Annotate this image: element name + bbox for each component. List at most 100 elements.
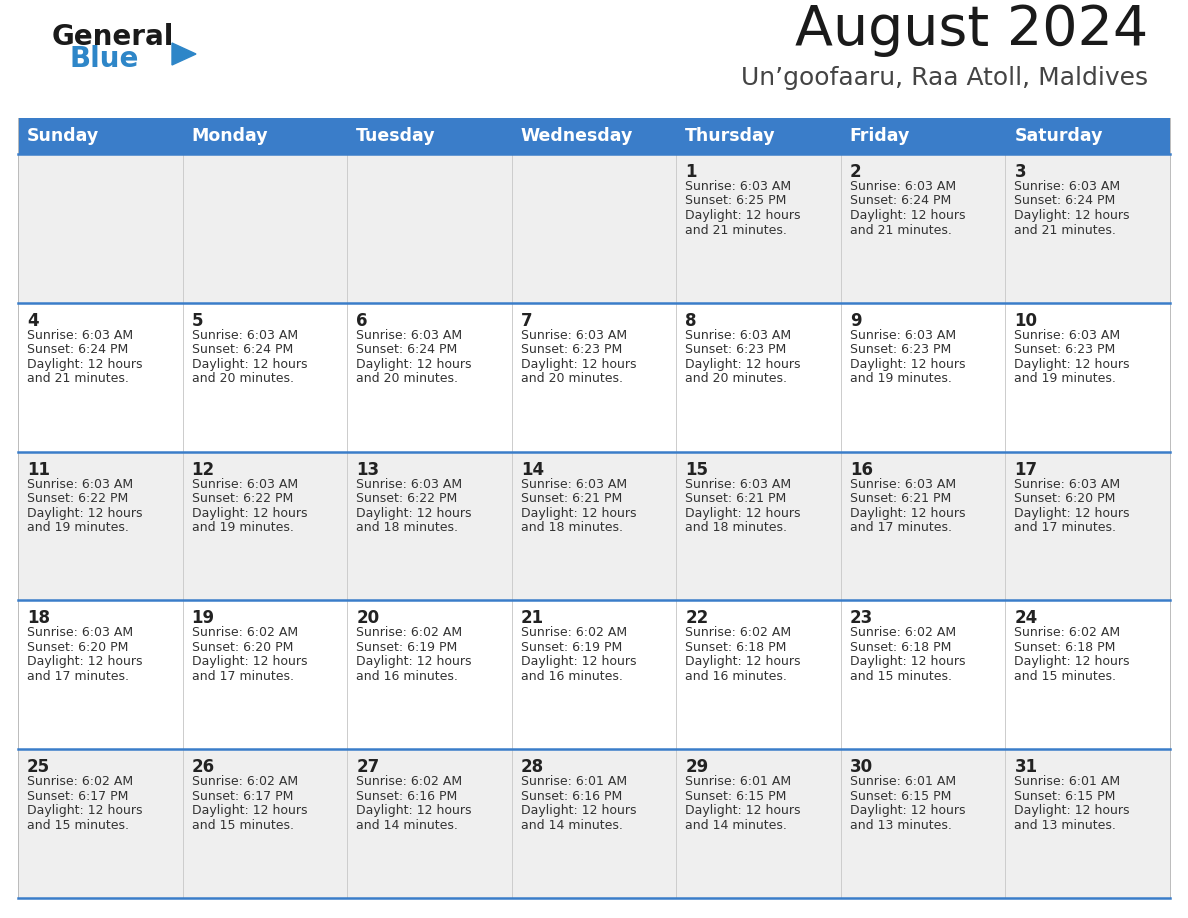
Bar xyxy=(347,118,512,154)
Text: Sunrise: 6:01 AM: Sunrise: 6:01 AM xyxy=(1015,775,1120,789)
Text: and 21 minutes.: and 21 minutes. xyxy=(1015,223,1117,237)
Text: and 15 minutes.: and 15 minutes. xyxy=(191,819,293,832)
Text: Sunrise: 6:02 AM: Sunrise: 6:02 AM xyxy=(356,775,462,789)
Text: Daylight: 12 hours: Daylight: 12 hours xyxy=(1015,209,1130,222)
Text: 27: 27 xyxy=(356,758,379,777)
Text: Sunrise: 6:01 AM: Sunrise: 6:01 AM xyxy=(520,775,627,789)
Text: 16: 16 xyxy=(849,461,873,478)
Text: Sunset: 6:15 PM: Sunset: 6:15 PM xyxy=(849,789,952,802)
Text: Sunrise: 6:03 AM: Sunrise: 6:03 AM xyxy=(356,329,462,341)
Bar xyxy=(1005,118,1170,154)
Text: Sunrise: 6:03 AM: Sunrise: 6:03 AM xyxy=(520,329,627,341)
Text: 25: 25 xyxy=(27,758,50,777)
Text: and 20 minutes.: and 20 minutes. xyxy=(356,373,459,386)
Text: Sunrise: 6:02 AM: Sunrise: 6:02 AM xyxy=(685,626,791,640)
Text: and 15 minutes.: and 15 minutes. xyxy=(1015,670,1117,683)
Text: and 18 minutes.: and 18 minutes. xyxy=(520,521,623,534)
Text: Sunset: 6:24 PM: Sunset: 6:24 PM xyxy=(1015,195,1116,207)
Text: Sunrise: 6:01 AM: Sunrise: 6:01 AM xyxy=(849,775,956,789)
Text: and 16 minutes.: and 16 minutes. xyxy=(356,670,459,683)
Text: Sunday: Sunday xyxy=(27,127,100,145)
Text: Sunrise: 6:03 AM: Sunrise: 6:03 AM xyxy=(1015,180,1120,193)
Bar xyxy=(183,118,347,154)
Text: Sunrise: 6:01 AM: Sunrise: 6:01 AM xyxy=(685,775,791,789)
Text: Sunrise: 6:03 AM: Sunrise: 6:03 AM xyxy=(356,477,462,490)
Bar xyxy=(18,600,1170,749)
Text: and 17 minutes.: and 17 minutes. xyxy=(27,670,129,683)
Text: Daylight: 12 hours: Daylight: 12 hours xyxy=(27,358,143,371)
Text: 11: 11 xyxy=(27,461,50,478)
Text: 29: 29 xyxy=(685,758,708,777)
Text: and 21 minutes.: and 21 minutes. xyxy=(685,223,788,237)
Text: Sunrise: 6:02 AM: Sunrise: 6:02 AM xyxy=(27,775,133,789)
Text: and 17 minutes.: and 17 minutes. xyxy=(1015,521,1117,534)
Text: Daylight: 12 hours: Daylight: 12 hours xyxy=(27,655,143,668)
Text: Sunset: 6:17 PM: Sunset: 6:17 PM xyxy=(191,789,293,802)
Text: Daylight: 12 hours: Daylight: 12 hours xyxy=(520,804,637,817)
Text: Daylight: 12 hours: Daylight: 12 hours xyxy=(685,655,801,668)
Text: Sunset: 6:25 PM: Sunset: 6:25 PM xyxy=(685,195,786,207)
Text: Sunrise: 6:02 AM: Sunrise: 6:02 AM xyxy=(191,626,298,640)
Text: Sunset: 6:21 PM: Sunset: 6:21 PM xyxy=(685,492,786,505)
Text: Saturday: Saturday xyxy=(1015,127,1102,145)
Text: Daylight: 12 hours: Daylight: 12 hours xyxy=(520,655,637,668)
Text: Daylight: 12 hours: Daylight: 12 hours xyxy=(1015,655,1130,668)
Text: Sunrise: 6:02 AM: Sunrise: 6:02 AM xyxy=(356,626,462,640)
Text: and 20 minutes.: and 20 minutes. xyxy=(191,373,293,386)
Text: Daylight: 12 hours: Daylight: 12 hours xyxy=(1015,804,1130,817)
Text: 20: 20 xyxy=(356,610,379,627)
Text: Daylight: 12 hours: Daylight: 12 hours xyxy=(191,804,307,817)
Text: Daylight: 12 hours: Daylight: 12 hours xyxy=(356,358,472,371)
Text: 4: 4 xyxy=(27,312,39,330)
Text: and 14 minutes.: and 14 minutes. xyxy=(356,819,459,832)
Text: Sunset: 6:21 PM: Sunset: 6:21 PM xyxy=(849,492,952,505)
Text: and 20 minutes.: and 20 minutes. xyxy=(520,373,623,386)
Text: Daylight: 12 hours: Daylight: 12 hours xyxy=(191,655,307,668)
Bar xyxy=(18,452,1170,600)
Text: and 13 minutes.: and 13 minutes. xyxy=(849,819,952,832)
Text: Daylight: 12 hours: Daylight: 12 hours xyxy=(685,209,801,222)
Text: Sunset: 6:17 PM: Sunset: 6:17 PM xyxy=(27,789,128,802)
Text: 7: 7 xyxy=(520,312,532,330)
Text: 13: 13 xyxy=(356,461,379,478)
Text: Daylight: 12 hours: Daylight: 12 hours xyxy=(849,804,966,817)
Text: 26: 26 xyxy=(191,758,215,777)
Text: Friday: Friday xyxy=(849,127,910,145)
Text: 22: 22 xyxy=(685,610,708,627)
Text: Sunrise: 6:03 AM: Sunrise: 6:03 AM xyxy=(685,329,791,341)
Text: Sunset: 6:23 PM: Sunset: 6:23 PM xyxy=(685,343,786,356)
Bar xyxy=(18,749,1170,898)
Bar xyxy=(18,154,1170,303)
Text: Sunset: 6:15 PM: Sunset: 6:15 PM xyxy=(685,789,786,802)
Text: and 14 minutes.: and 14 minutes. xyxy=(520,819,623,832)
Text: Sunset: 6:24 PM: Sunset: 6:24 PM xyxy=(356,343,457,356)
Text: Wednesday: Wednesday xyxy=(520,127,633,145)
Text: and 19 minutes.: and 19 minutes. xyxy=(27,521,128,534)
Text: Daylight: 12 hours: Daylight: 12 hours xyxy=(191,507,307,520)
Text: and 21 minutes.: and 21 minutes. xyxy=(27,373,128,386)
Text: Daylight: 12 hours: Daylight: 12 hours xyxy=(356,655,472,668)
Text: Daylight: 12 hours: Daylight: 12 hours xyxy=(356,507,472,520)
Text: Sunset: 6:22 PM: Sunset: 6:22 PM xyxy=(356,492,457,505)
Bar xyxy=(18,303,1170,452)
Text: 9: 9 xyxy=(849,312,861,330)
Text: Sunrise: 6:03 AM: Sunrise: 6:03 AM xyxy=(520,477,627,490)
Text: Sunset: 6:18 PM: Sunset: 6:18 PM xyxy=(849,641,952,654)
Text: Sunset: 6:23 PM: Sunset: 6:23 PM xyxy=(520,343,623,356)
Text: 24: 24 xyxy=(1015,610,1037,627)
Text: Daylight: 12 hours: Daylight: 12 hours xyxy=(849,358,966,371)
Text: Blue: Blue xyxy=(70,45,139,73)
Text: Daylight: 12 hours: Daylight: 12 hours xyxy=(27,804,143,817)
Text: Daylight: 12 hours: Daylight: 12 hours xyxy=(849,209,966,222)
Text: 2: 2 xyxy=(849,163,861,181)
Text: and 16 minutes.: and 16 minutes. xyxy=(520,670,623,683)
Text: Daylight: 12 hours: Daylight: 12 hours xyxy=(685,507,801,520)
Text: Sunset: 6:21 PM: Sunset: 6:21 PM xyxy=(520,492,623,505)
Text: 30: 30 xyxy=(849,758,873,777)
Bar xyxy=(676,118,841,154)
Text: Thursday: Thursday xyxy=(685,127,776,145)
Text: Sunset: 6:22 PM: Sunset: 6:22 PM xyxy=(191,492,292,505)
Text: 8: 8 xyxy=(685,312,697,330)
Text: 1: 1 xyxy=(685,163,697,181)
Text: and 20 minutes.: and 20 minutes. xyxy=(685,373,788,386)
